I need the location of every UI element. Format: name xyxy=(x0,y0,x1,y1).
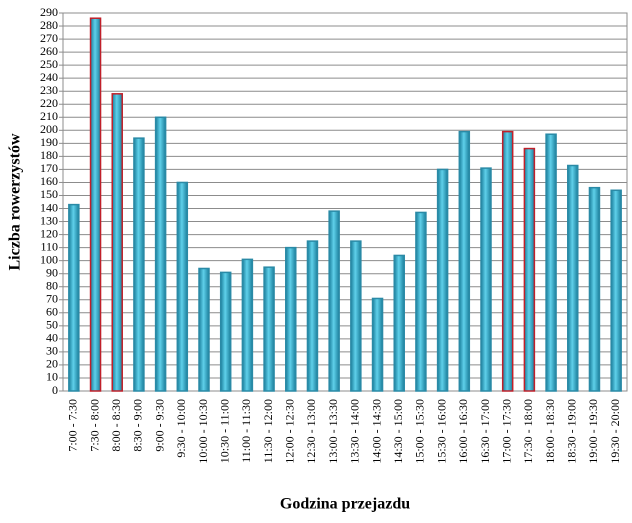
y-tick-label: 50 xyxy=(46,318,58,332)
y-tick-label: 220 xyxy=(40,96,58,110)
x-tick-label: 15:00 - 15:30 xyxy=(413,399,427,464)
y-tick-label: 80 xyxy=(46,278,58,292)
y-tick-label: 240 xyxy=(40,70,58,84)
bar xyxy=(219,271,232,392)
y-tick-label: 70 xyxy=(46,292,58,306)
y-tick-label: 140 xyxy=(40,200,58,214)
x-tick-label: 19:00 - 19:30 xyxy=(586,399,600,464)
bar xyxy=(68,203,80,392)
y-tick-label: 250 xyxy=(40,57,58,71)
y-tick-label: 210 xyxy=(40,109,58,123)
y-tick-label: 0 xyxy=(52,383,58,397)
x-tick-label: 16:00 - 16:30 xyxy=(456,399,470,464)
x-tick-label: 9:30 - 10:00 xyxy=(174,399,188,458)
x-tick-label: 8:30 - 9:00 xyxy=(131,399,145,452)
bar xyxy=(567,164,579,392)
y-tick-label: 280 xyxy=(40,18,58,32)
bar xyxy=(371,297,384,392)
bar xyxy=(133,137,145,392)
x-tick-label: 13:30 - 14:00 xyxy=(348,399,362,464)
plot-frame xyxy=(62,12,628,392)
bar xyxy=(415,211,427,392)
y-tick-label: 230 xyxy=(40,83,58,97)
bar xyxy=(89,17,102,392)
bar xyxy=(501,130,514,392)
bar xyxy=(285,246,297,392)
x-tick-label: 17:30 - 18:00 xyxy=(521,399,535,464)
x-tick-label: 12:30 - 13:00 xyxy=(304,399,318,464)
y-tick-label: 150 xyxy=(40,187,58,201)
x-tick-label: 9:00 - 9:30 xyxy=(152,399,166,452)
bar xyxy=(154,116,167,392)
bar xyxy=(328,210,340,392)
bar xyxy=(436,168,449,392)
x-tick-label: 14:30 - 15:00 xyxy=(391,399,405,464)
y-tick-label: 90 xyxy=(46,265,58,279)
x-tick-label: 7:30 - 8:00 xyxy=(87,399,101,452)
y-tick-label: 190 xyxy=(40,135,58,149)
x-tick-label: 11:30 - 12:00 xyxy=(261,399,275,463)
y-tick-label: 180 xyxy=(40,148,58,162)
x-axis-title: Godzina przejazdu xyxy=(280,496,410,513)
x-tick-label: 17:00 - 17:30 xyxy=(499,399,513,464)
y-tick-label: 270 xyxy=(40,31,58,45)
bar xyxy=(523,147,536,392)
y-tick-label: 160 xyxy=(40,174,58,188)
y-tick-label: 260 xyxy=(40,44,58,58)
bar xyxy=(241,258,254,392)
x-tick-label: 16:30 - 17:00 xyxy=(478,399,492,464)
y-tick-label: 200 xyxy=(40,122,58,136)
y-tick-label: 40 xyxy=(46,331,58,345)
bar xyxy=(545,133,557,392)
x-tick-label: 18:30 - 19:00 xyxy=(565,399,579,464)
bar xyxy=(588,186,601,392)
x-tick-label: 8:00 - 8:30 xyxy=(109,399,123,452)
bar xyxy=(306,240,319,392)
x-tick-label: 15:30 - 16:00 xyxy=(434,399,448,464)
y-tick-label: 110 xyxy=(40,239,58,253)
y-tick-label: 120 xyxy=(40,226,58,240)
y-axis-title: Liczba rowerzystów xyxy=(7,133,24,270)
y-tick-label: 290 xyxy=(40,5,58,19)
bar xyxy=(263,266,275,392)
bars xyxy=(68,17,622,392)
y-tick-label: 130 xyxy=(40,213,58,227)
x-tick-label: 11:00 - 11:30 xyxy=(239,399,253,463)
y-tick-label: 20 xyxy=(46,357,58,371)
y-tick-label: 170 xyxy=(40,161,58,175)
bar xyxy=(393,254,405,392)
x-tick-label: 10:30 - 11:00 xyxy=(217,399,231,463)
bar xyxy=(111,93,123,392)
bar xyxy=(480,167,492,392)
bar xyxy=(610,189,622,392)
y-tick-label: 10 xyxy=(46,370,58,384)
x-tick-label: 13:00 - 13:30 xyxy=(326,399,340,464)
x-tick-label: 19:30 - 20:00 xyxy=(608,399,622,464)
x-tick-label: 10:00 - 10:30 xyxy=(196,399,210,464)
x-tick-label: 7:00 - 7:30 xyxy=(66,399,80,452)
y-tick-label: 100 xyxy=(40,252,58,266)
y-tick-label: 60 xyxy=(46,305,58,319)
bar xyxy=(198,267,210,392)
bar xyxy=(458,130,471,392)
x-tick-label: 12:00 - 12:30 xyxy=(283,399,297,464)
bar xyxy=(350,240,362,392)
x-tick-label: 18:00 - 18:30 xyxy=(543,399,557,464)
x-tick-label: 14:00 - 14:30 xyxy=(369,399,383,464)
y-tick-label: 30 xyxy=(46,344,58,358)
bar xyxy=(176,181,189,392)
